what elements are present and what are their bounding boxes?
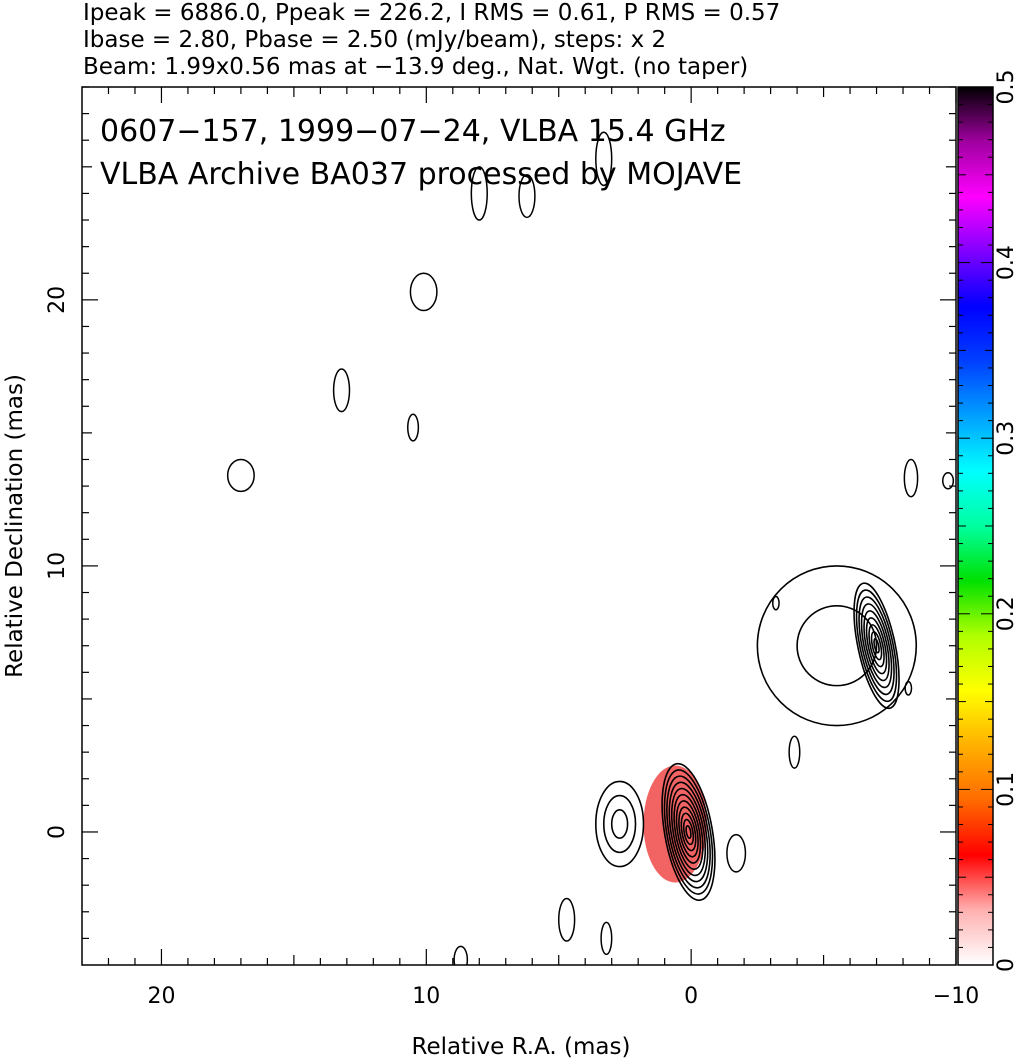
contour-core-east bbox=[602, 794, 637, 854]
contour-noise-island bbox=[453, 945, 469, 965]
contour-layer bbox=[226, 131, 955, 965]
colorbar-tick-label: 0.1 bbox=[994, 772, 1019, 807]
contour-noise-island bbox=[470, 166, 488, 221]
contour-core bbox=[663, 769, 714, 895]
contour-noise-island bbox=[788, 735, 801, 769]
contour-core bbox=[680, 812, 697, 852]
contour-core-east bbox=[595, 780, 645, 868]
contour-core bbox=[661, 762, 716, 902]
contour-core bbox=[670, 787, 707, 877]
header-line-2: Ibase = 2.80, Pbase = 2.50 (mJy/beam), s… bbox=[83, 27, 666, 53]
contour-noise-island bbox=[942, 472, 955, 490]
contour-jet-diffuse bbox=[796, 605, 878, 687]
contour-noise-island bbox=[903, 458, 919, 498]
contour-core bbox=[678, 806, 699, 858]
colorbar-tick-label: 0.4 bbox=[994, 245, 1019, 280]
colorbar-tick-label: 0.3 bbox=[994, 421, 1019, 456]
contour-core-east bbox=[610, 808, 629, 839]
colorbar-tick-label: 0.5 bbox=[994, 70, 1019, 105]
contour-noise-island bbox=[904, 680, 913, 696]
contour-jet-knot bbox=[855, 589, 898, 703]
contour-core bbox=[675, 800, 702, 864]
x-tick-label: 10 bbox=[412, 984, 440, 1009]
x-tick-label: 20 bbox=[147, 984, 175, 1009]
contour-jet-knot bbox=[868, 624, 885, 668]
contour-noise-island bbox=[518, 174, 536, 219]
x-tick-label: −10 bbox=[933, 984, 979, 1009]
contour-noise-island bbox=[771, 595, 780, 611]
y-tick-label: 0 bbox=[45, 825, 70, 839]
axis-ticks: 20 10 0 −10 0 10 20 bbox=[45, 86, 979, 1009]
contour-noise-island bbox=[726, 833, 747, 873]
header-line-1: Ipeak = 6886.0, Ppeak = 226.2, I RMS = 0… bbox=[83, 0, 780, 26]
contour-jet-knot bbox=[858, 596, 895, 696]
contour-core bbox=[666, 775, 711, 889]
contour-noise-island bbox=[226, 458, 255, 493]
contour-jet-knot bbox=[860, 603, 893, 689]
contour-core bbox=[673, 793, 704, 870]
contour-jet-knot bbox=[853, 582, 900, 710]
header-line-3: Beam: 1.99x0.56 mas at −13.9 deg., Nat. … bbox=[83, 54, 748, 80]
y-tick-label: 20 bbox=[45, 286, 70, 314]
x-tick-label: 0 bbox=[684, 984, 698, 1009]
contour-noise-island bbox=[595, 131, 613, 187]
contour-core bbox=[685, 824, 692, 839]
contour-noise-island bbox=[409, 272, 438, 312]
contour-jet-diffuse bbox=[756, 565, 918, 727]
contour-noise-island bbox=[332, 368, 351, 413]
contour-core bbox=[668, 781, 709, 883]
colorbar-ticks: 0 0.1 0.2 0.3 0.4 0.5 bbox=[958, 70, 1019, 972]
contour-core bbox=[682, 818, 695, 846]
y-tick-label: 10 bbox=[45, 552, 70, 580]
contour-jet-knot bbox=[863, 610, 890, 682]
contour-noise-island bbox=[600, 921, 613, 956]
contour-jet-knot bbox=[865, 617, 888, 675]
y-axis-label: Relative Declination (mas) bbox=[2, 374, 28, 678]
x-axis-label: Relative R.A. (mas) bbox=[412, 1034, 631, 1060]
colorbar-tick-label: 0.2 bbox=[994, 596, 1019, 631]
contour-noise-island bbox=[407, 413, 420, 442]
contour-jet-knot bbox=[873, 637, 880, 654]
annotation-source: 0607−157, 1999−07−24, VLBA 15.4 GHz bbox=[100, 114, 726, 149]
plot-frame bbox=[81, 86, 957, 966]
colorbar-tick-label: 0 bbox=[994, 958, 1019, 972]
annotation-archive: VLBA Archive BA037 processed by MOJAVE bbox=[100, 157, 742, 192]
contour-noise-island bbox=[557, 897, 576, 942]
